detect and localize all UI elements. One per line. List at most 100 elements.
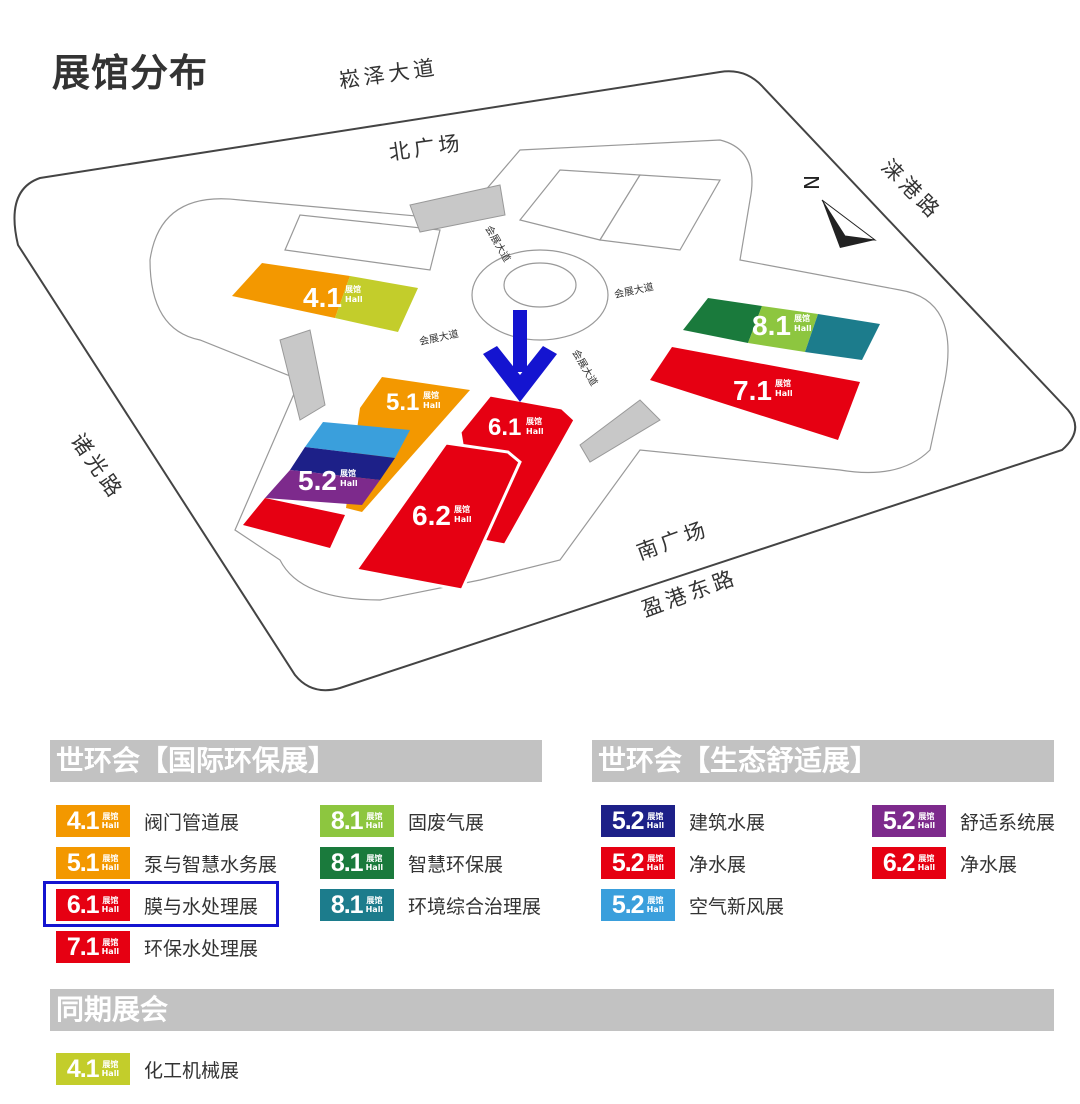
exhibit-label: 净水展 (689, 853, 747, 876)
hall-tag: 展馆 Hall (101, 1060, 120, 1078)
svg-text:Hall: Hall (454, 515, 472, 524)
hall-tag: 展馆 Hall (365, 896, 384, 914)
hall-badge: 5.2 展馆 Hall (601, 847, 675, 879)
svg-text:展馆: 展馆 (774, 378, 791, 388)
hall-badge: 5.1 展馆 Hall (56, 847, 130, 879)
svg-text:展馆: 展馆 (422, 390, 439, 400)
hall-badge: 8.1 展馆 Hall (320, 889, 394, 921)
svg-text:诸光路: 诸光路 (66, 429, 129, 504)
hall-number: 5.2 (611, 848, 645, 877)
exhibit-label: 建筑水展 (689, 811, 766, 834)
hall-4-1[interactable] (232, 263, 418, 332)
hall-number: 5.2 (611, 806, 645, 835)
svg-text:5.1: 5.1 (386, 389, 419, 416)
hall-number: 5.1 (66, 848, 100, 877)
legend-item: 5.2 展馆 Hall 舒适系统展 (872, 804, 1055, 838)
svg-text:展馆: 展馆 (525, 416, 542, 426)
section-header-concurrent: 同期展会 (50, 989, 1054, 1031)
legend-item: 8.1 展馆 Hall 智慧环保展 (320, 846, 503, 880)
hall-tag: 展馆 Hall (101, 896, 120, 914)
hall-tag: 展馆 Hall (917, 854, 936, 872)
hall-tag: 展馆 Hall (365, 812, 384, 830)
section-header-comfort: 世环会【生态舒适展】 (592, 740, 1054, 782)
svg-text:展馆: 展馆 (793, 313, 810, 323)
hall-number: 6.2 (882, 848, 916, 877)
exhibit-label: 化工机械展 (144, 1059, 240, 1082)
svg-text:Hall: Hall (423, 401, 441, 410)
site-boundary (13, 70, 1077, 692)
exhibit-label: 膜与水处理展 (144, 895, 259, 918)
hall-8-1[interactable] (683, 298, 880, 360)
legend-item: 5.2 展馆 Hall 建筑水展 (601, 804, 765, 838)
hall-tag: 展馆 Hall (101, 938, 120, 956)
svg-text:7.1: 7.1 (733, 375, 772, 406)
hall-number: 4.1 (66, 1054, 100, 1083)
hall-7-1[interactable] (650, 347, 860, 440)
plaza-structures (279, 184, 661, 463)
hall-number: 6.1 (66, 890, 100, 919)
legend-item: 8.1 展馆 Hall 固废气展 (320, 804, 484, 838)
hall-labels: 4.1 5.1 5.2 6.1 6.2 7.1 8.1 (298, 282, 791, 531)
legend-item: 4.1 展馆 Hall 化工机械展 (56, 1052, 239, 1086)
legend-item: 5.2 展馆 Hall 净水展 (601, 846, 746, 880)
hall-badge: 4.1 展馆 Hall (56, 805, 130, 837)
legend-item: 5.2 展馆 Hall 空气新风展 (601, 888, 784, 922)
svg-text:Hall: Hall (340, 479, 358, 488)
exhibit-label: 净水展 (960, 853, 1018, 876)
hall-badge: 5.2 展馆 Hall (601, 805, 675, 837)
exhibit-label: 空气新风展 (689, 895, 785, 918)
hall-badge: 8.1 展馆 Hall (320, 847, 394, 879)
svg-text:6.2: 6.2 (412, 500, 451, 531)
hall-number: 8.1 (330, 848, 364, 877)
hall-number: 8.1 (330, 890, 364, 919)
svg-text:Hall: Hall (526, 427, 544, 436)
exhibit-label: 舒适系统展 (960, 811, 1056, 834)
svg-text:Hall: Hall (794, 324, 812, 333)
svg-text:4.1: 4.1 (303, 282, 342, 313)
hall-number: 5.2 (611, 890, 645, 919)
hall-badge: 6.1 展馆 Hall (56, 889, 130, 921)
svg-text:展馆: 展馆 (339, 468, 356, 478)
hall-badge: 4.1 展馆 Hall (56, 1053, 130, 1085)
hall-badge: 7.1 展馆 Hall (56, 931, 130, 963)
svg-text:8.1: 8.1 (752, 310, 791, 341)
svg-text:展馆: 展馆 (344, 284, 361, 294)
hall-tag: 展馆 Hall (365, 854, 384, 872)
section-header-environment: 世环会【国际环保展】 (50, 740, 542, 782)
hall-5-2[interactable] (243, 422, 410, 548)
svg-text:崧泽大道: 崧泽大道 (337, 55, 439, 93)
svg-text:6.1: 6.1 (488, 414, 521, 441)
svg-text:展馆: 展馆 (453, 504, 470, 514)
hall-6-2[interactable] (353, 441, 522, 592)
svg-text:N: N (799, 175, 823, 190)
exhibit-label: 阀门管道展 (144, 811, 240, 834)
hall-tag: 展馆 Hall (917, 812, 936, 830)
svg-text:Hall: Hall (345, 295, 363, 304)
svg-text:北广场: 北广场 (387, 131, 465, 165)
hall-tag: 展馆 Hall (101, 854, 120, 872)
exhibit-label: 环保水处理展 (144, 937, 259, 960)
hall-tag: 展馆 Hall (646, 896, 665, 914)
hall-number: 4.1 (66, 806, 100, 835)
hall-badge: 5.2 展馆 Hall (601, 889, 675, 921)
legend-item: 4.1 展馆 Hall 阀门管道展 (56, 804, 239, 838)
highlight-arrow-icon (483, 310, 557, 402)
hall-tag: 展馆 Hall (101, 812, 120, 830)
hall-number: 8.1 (330, 806, 364, 835)
page-title: 展馆分布 (52, 51, 209, 95)
highlight-box (43, 881, 279, 927)
svg-text:涞港路: 涞港路 (876, 155, 946, 225)
hall-tag: 展馆 Hall (646, 812, 665, 830)
compass-icon: N (799, 175, 877, 248)
hall-number: 5.2 (882, 806, 916, 835)
legend-item: 8.1 展馆 Hall 环境综合治理展 (320, 888, 541, 922)
legend-item: 5.1 展馆 Hall 泵与智慧水务展 (56, 846, 277, 880)
legend-item: 6.1 展馆 Hall 膜与水处理展 (56, 888, 258, 922)
exhibit-label: 智慧环保展 (408, 853, 504, 876)
exhibit-label: 泵与智慧水务展 (144, 853, 278, 876)
exhibit-label: 环境综合治理展 (408, 895, 542, 918)
svg-text:Hall: Hall (775, 389, 793, 398)
hall-tag: 展馆 Hall (646, 854, 665, 872)
